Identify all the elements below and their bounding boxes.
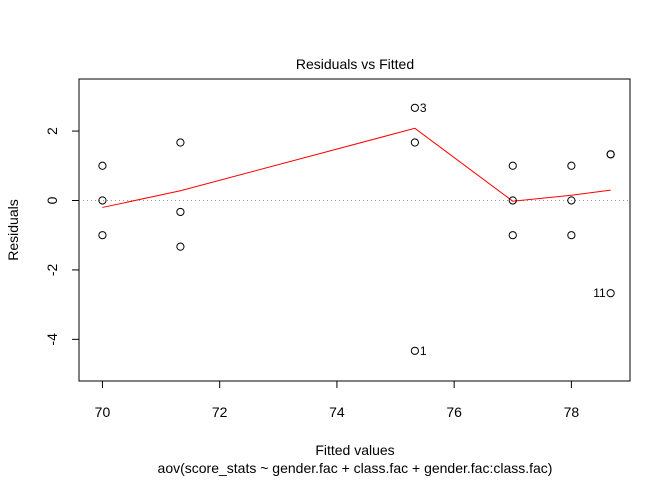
y-axis-label: Residuals bbox=[5, 199, 21, 260]
data-point bbox=[606, 150, 615, 159]
y-tick-label: 0 bbox=[44, 196, 60, 204]
data-point bbox=[606, 289, 615, 298]
x-tick-label: 74 bbox=[329, 404, 345, 420]
model-subtitle: aov(score_stats ~ gender.fac + class.fac… bbox=[158, 460, 553, 476]
data-point bbox=[508, 231, 517, 240]
data-point bbox=[98, 161, 107, 170]
y-tick-label: 2 bbox=[44, 127, 60, 135]
y-tick-label: -2 bbox=[44, 263, 60, 276]
x-axis-label: Fitted values bbox=[315, 442, 394, 458]
data-point bbox=[176, 242, 185, 251]
y-tick-label: -4 bbox=[44, 333, 60, 346]
data-point bbox=[567, 196, 576, 205]
x-tick-label: 76 bbox=[446, 404, 462, 420]
data-point bbox=[410, 103, 419, 112]
data-point bbox=[410, 138, 419, 147]
data-point bbox=[176, 138, 185, 147]
x-axis: 70 72 74 76 78 bbox=[95, 380, 580, 420]
data-point bbox=[567, 161, 576, 170]
data-point bbox=[176, 207, 185, 217]
point-label: 11 bbox=[593, 286, 606, 300]
data-point bbox=[508, 196, 517, 205]
point-label: 3 bbox=[420, 101, 427, 115]
data-point bbox=[508, 161, 517, 170]
point-label: 1 bbox=[420, 344, 427, 358]
data-point bbox=[98, 196, 107, 205]
y-axis: -4 -2 0 2 bbox=[44, 127, 80, 346]
x-tick-label: 72 bbox=[212, 404, 228, 420]
x-tick-label: 70 bbox=[95, 404, 111, 420]
data-point bbox=[567, 231, 576, 240]
data-point bbox=[98, 231, 107, 240]
x-tick-label: 78 bbox=[564, 404, 580, 420]
smoother-line bbox=[102, 127, 611, 208]
plot-frame bbox=[78, 78, 631, 382]
data-point bbox=[410, 346, 419, 355]
chart-title: Residuals vs Fitted bbox=[296, 56, 414, 72]
